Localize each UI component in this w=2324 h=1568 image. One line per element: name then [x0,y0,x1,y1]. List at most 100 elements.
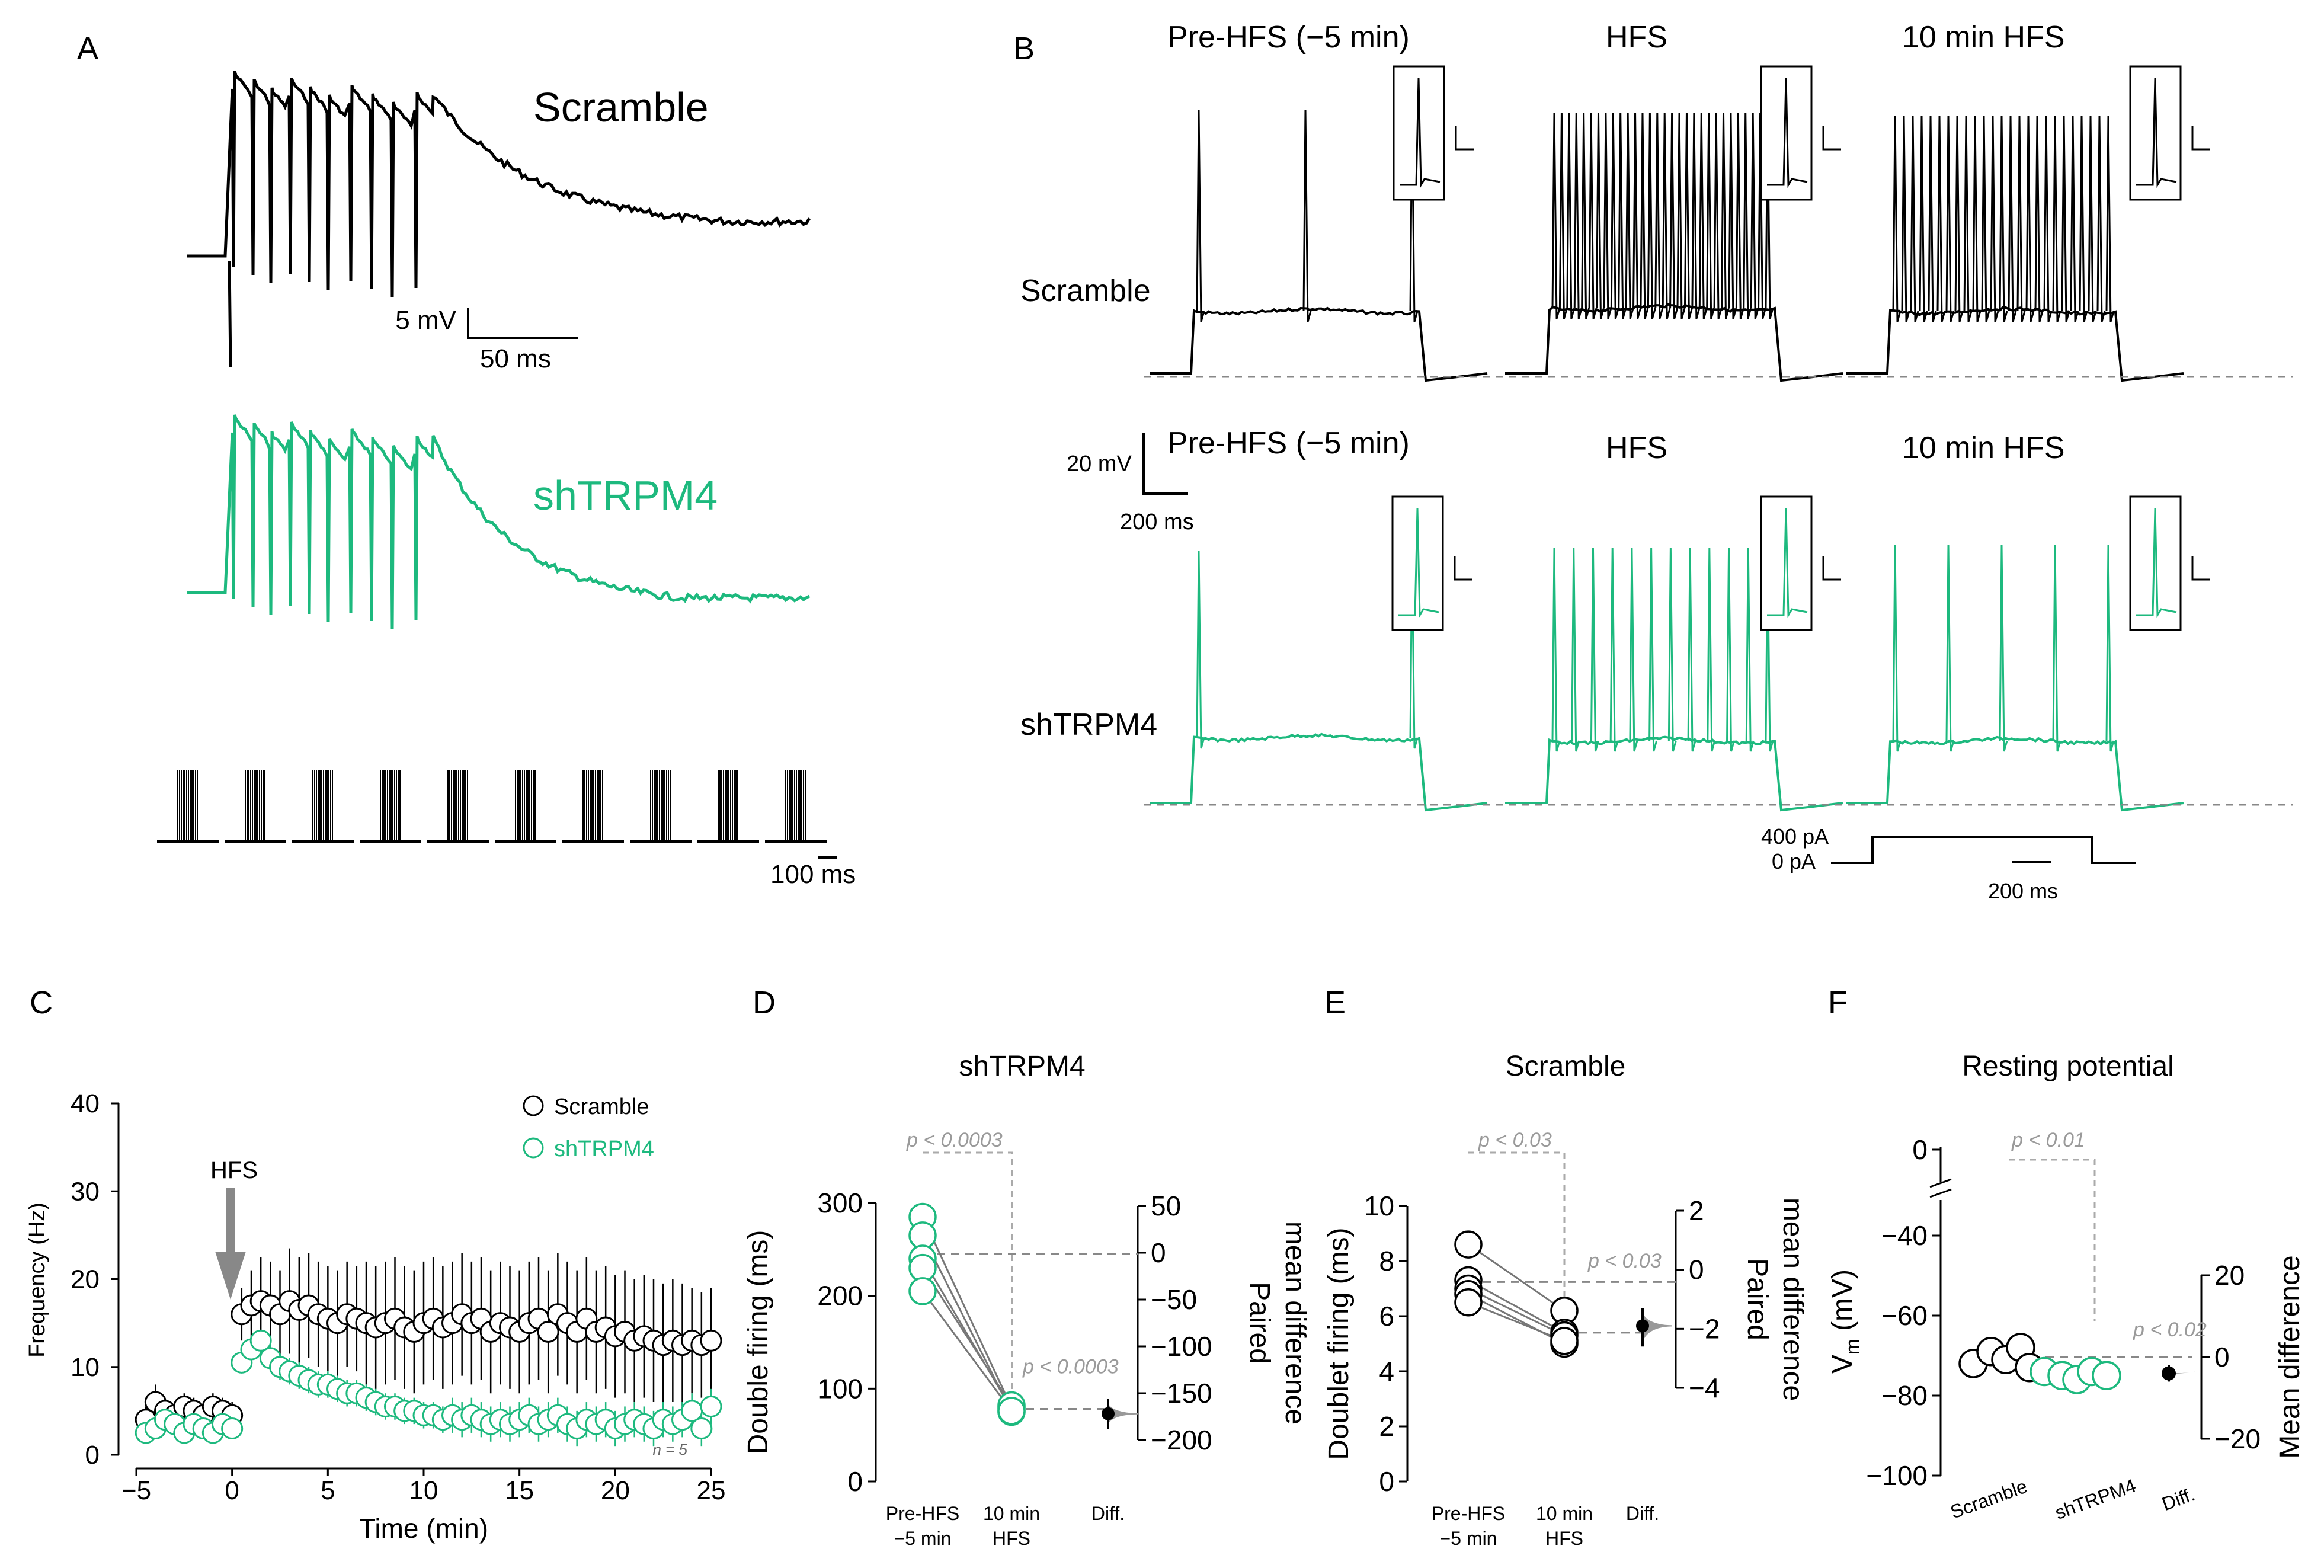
b-scr-10-spike [1928,115,1937,322]
chartD-point-post [997,1397,1026,1425]
chartE-y-label: Doublet firing (ms) [1323,1227,1355,1460]
b-scr-hfs-spike [1558,112,1568,319]
c-point-shtrpm4 [249,1329,272,1352]
b-sh-hfs-spike [1590,548,1599,752]
chartE-p-bracket [1468,1151,1566,1333]
trace-a-shtrpm4 [187,414,811,630]
c-y-label: Frequency (Hz) [25,1202,50,1358]
b-current-step [1831,836,2136,864]
chartD-x-label: −5 min [894,1528,952,1549]
chartD-pair-line [921,1290,1013,1412]
b-sh-hfs-spike [1726,548,1735,752]
c-legend-scramble: Scramble [554,1095,649,1119]
b-scr-10-spike [2008,115,2017,322]
b-sh-pre-inset-spike [1398,508,1439,619]
b-scr-10-spike [2096,115,2106,322]
b-scr-10-spike [1910,115,1919,322]
b-sh-10-spike [1892,545,1902,752]
b-sh-hfs-spike [1648,548,1658,752]
b-scr-10-spike [2052,115,2061,322]
chartD-y-tick-label: 0 [847,1466,863,1497]
chartE-y-tick-label: 4 [1379,1356,1394,1387]
b-sh-hfs-spike [1629,548,1638,752]
chartE-p-main: p < 0.03 [1478,1129,1552,1151]
c-legend-scramble-marker [523,1095,544,1116]
f-point-shtrpm4 [2092,1361,2121,1390]
b-shtrpm4-traces [1150,495,2210,812]
f-right-tick-label: 0 [2214,1342,2230,1372]
f-diff-distribution [2169,1370,2198,1374]
b-scr-pre-inset-spike [1400,78,1441,188]
b-scr-10-spike [2061,115,2070,322]
b-scr-hfs-spike [1595,112,1605,319]
b-sh-10-spike [1999,545,2008,752]
chartD-right-tick-label: −50 [1151,1284,1197,1315]
b-scr-hfs-spike [1573,112,1583,319]
f-title: Resting potential [1962,1051,2174,1082]
b-scr-hfs-spike [1647,112,1656,319]
b-scr-10-spike [2016,115,2026,322]
chartE-y-tick-label: 2 [1379,1411,1394,1442]
chartE-y-tick-label: 0 [1379,1466,1394,1497]
b-scr-hfs-spike [1698,112,1708,319]
b-sh-10-inset-spike [2136,508,2177,619]
chartE-right-tick-label: −4 [1689,1372,1720,1403]
c-point-shtrpm4 [700,1395,722,1417]
b-scr-pre-spike [1409,109,1419,322]
b-scr-10-spike [2105,115,2115,322]
chartE-right-tick-label: 0 [1689,1255,1704,1285]
b-scr-10-spike [1990,115,1999,322]
b-row-shtrpm4: shTRPM4 [1020,708,1157,742]
b-scr-hfs-spike [1735,112,1744,319]
b-col-pre: Pre-HFS (−5 min) [1167,20,1410,55]
c-x-tick-label: 0 [225,1476,239,1505]
chartE-title: Scramble [1506,1051,1626,1082]
c-legend-shtrpm4: shTRPM4 [554,1137,654,1161]
c-y-tick-label: 40 [71,1089,100,1118]
b-scr-10-spike [1963,115,1973,322]
scale-a-time: 50 ms [480,344,551,373]
chartE-right-tick-label: 2 [1689,1195,1704,1226]
b-scr-10-spike [1919,115,1928,322]
b-sh-10-spike [1945,545,1955,752]
b-step-400pa: 400 pA [1761,824,1829,849]
b-col-pre-2: Pre-HFS (−5 min) [1167,426,1410,460]
c-hfs-label: HFS [210,1157,258,1183]
b-scr-10-spike [2025,115,2035,322]
chartD-right-tick-label: −150 [1151,1378,1212,1409]
b-sh-hfs-spike [1571,548,1580,752]
c-point-scramble [537,1320,559,1343]
chartD-pair-line [921,1258,1013,1410]
f-x-label: Scramble [1948,1476,2030,1523]
b-scr-10-inset-scale [2191,126,2210,151]
f-y-tick-label: −60 [1881,1300,1928,1331]
b-scr-10-spike [2043,115,2053,322]
b-scr-hfs-spike [1603,112,1612,319]
chartD-right-tick-label: −100 [1151,1331,1212,1362]
c-y-tick-label: 10 [71,1353,100,1382]
b-sh-hfs-spike [1687,548,1696,752]
b-scr-10-spike [1892,115,1902,322]
chartE-right-label: mean difference [1777,1198,1808,1401]
b-scr-hfs-spike [1728,112,1737,319]
chartE-point-post [1550,1327,1579,1355]
c-point-shtrpm4 [690,1417,713,1440]
b-scr-pre-inset-scale [1455,126,1474,151]
chartE-pair-line [1468,1243,1565,1311]
b-scr-hfs-spike [1721,112,1730,319]
chartE-x-label: Pre-HFS [1432,1503,1505,1524]
b-sh-pre-spike [1196,551,1205,749]
c-x-tick-label: −5 [121,1476,151,1505]
b-col-hfs: HFS [1606,20,1667,55]
b-scr-pre-spike [1196,109,1205,322]
c-legend-shtrpm4-marker [523,1137,544,1159]
chartD-right-tick-label: −200 [1151,1425,1212,1455]
b-step-time: 200 ms [1988,879,2058,903]
b-scr-hfs-spike [1743,112,1752,319]
chartE-x-label: 10 min [1536,1503,1593,1524]
chart-c: 0 10 20 30 40 −5 0 5 10 15 20 25 Time (min) Frequency… [25,1089,725,1544]
chartE-pair-line [1468,1288,1565,1336]
f-right-label: Mean difference [2274,1255,2306,1458]
b-sh-pre-spike [1409,551,1419,749]
